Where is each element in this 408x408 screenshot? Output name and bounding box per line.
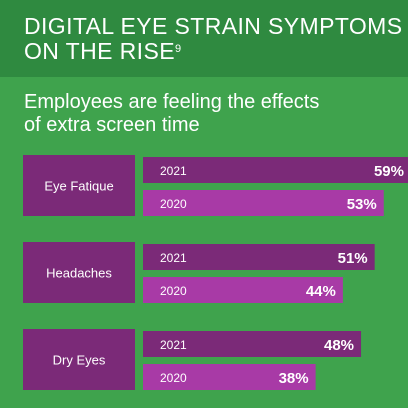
bar-2020-headaches [143,277,343,303]
category-label: Dry Eyes [53,353,106,368]
chart-subtitle: Employees are feeling the effects of ext… [24,91,394,137]
value-label: 44% [306,283,336,300]
chart-title: DIGITAL EYE STRAIN SYMPTOMS ON THE RISE9 [24,14,404,64]
subtitle-line-2: of extra screen time [24,114,200,136]
title-line-2: ON THE RISE [24,38,175,64]
value-label: 51% [338,250,368,267]
series-label: 2020 [160,284,187,298]
series-label: 2021 [160,164,187,178]
value-label: 48% [324,337,354,354]
category-box-headaches [23,242,135,303]
category-box-dry-eyes [23,329,135,390]
bar-2021-headaches [143,244,375,270]
series-label: 2021 [160,251,187,265]
value-label: 38% [279,370,309,387]
footnote-marker: 9 [174,43,182,55]
bar-2021-eye-fatique [143,157,408,183]
series-label: 2021 [160,338,187,352]
category-label: Eye Fatique [44,179,113,194]
series-label: 2020 [160,371,187,385]
bar-2020-dry-eyes [143,364,316,390]
category-label: Headaches [46,266,112,281]
value-label: 53% [347,196,377,213]
subtitle-line-1: Employees are feeling the effects [24,91,320,113]
value-label: 59% [374,163,404,180]
series-label: 2020 [160,197,187,211]
title-line-1: DIGITAL EYE STRAIN SYMPTOMS [24,13,403,39]
title-band [0,0,408,77]
bar-2020-eye-fatique [143,190,384,216]
category-box-eye-fatique [23,155,135,216]
bar-2021-dry-eyes [143,331,362,357]
